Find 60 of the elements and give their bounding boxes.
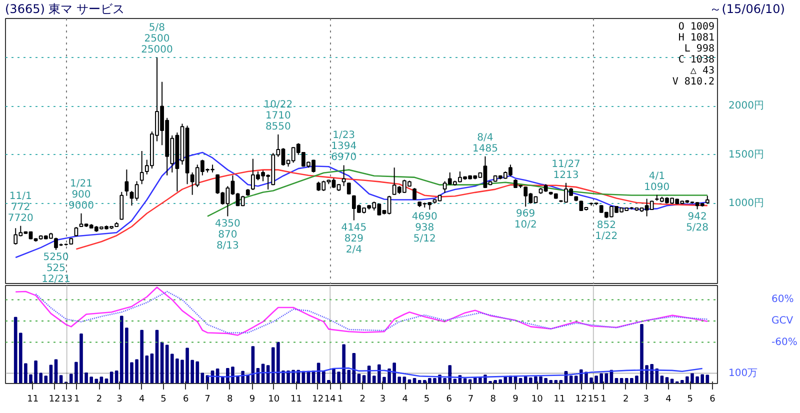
x-tick-label: 4 (138, 394, 145, 404)
annotation: 5/8 2500 25000 (141, 22, 173, 56)
annotation: 8/4 1485 (472, 132, 498, 154)
x-tick-label: 8 (226, 394, 233, 404)
x-tick-label: 10 (531, 394, 544, 404)
x-tick-label: 4 (666, 394, 672, 404)
annotation: 1/21 900 9000 (68, 178, 94, 212)
x-tick-label: 8 (490, 394, 496, 404)
x-tick-label: 15 (588, 394, 600, 404)
x-tick-label: 11 (290, 394, 302, 404)
x-tick-label: 2 (96, 394, 102, 404)
x-tick-label: 10 (268, 394, 280, 404)
x-tick-label: 3 (643, 394, 649, 404)
annotation: 11/1 772 7720 (8, 190, 34, 224)
x-tick-label: 7 (468, 394, 474, 404)
annotation: 969 10/2 (514, 208, 537, 231)
y2-tick-label: -60% (772, 336, 798, 348)
y2-tick-label: GCV (772, 316, 794, 327)
y2-tick-label: 60% (772, 294, 794, 306)
annotation: 11/27 1213 (552, 158, 580, 181)
x-tick-label: 12 (312, 394, 324, 404)
x-tick-label: 9 (249, 394, 256, 404)
x-tick-label: 7 (204, 394, 210, 404)
y-tick-label: 1000円 (728, 198, 764, 210)
x-tick-label: 1 (600, 394, 606, 404)
annotation: 4145 829 2/4 (341, 222, 367, 256)
y-tick-label: 1500円 (728, 149, 764, 160)
x-tick-label: 9 (512, 394, 519, 404)
annotation: 5250 525 12/21 (42, 252, 70, 285)
y-tick-label: 100万 (728, 368, 758, 379)
x-tick-label: 3 (116, 394, 122, 404)
x-tick-label: 4 (402, 394, 408, 404)
x-tick-label: 5 (160, 394, 166, 404)
annotation: 942 5/28 (686, 211, 709, 234)
y-tick-label: 2000円 (728, 100, 764, 112)
text: ～(15/06/10) (710, 1, 785, 18)
x-tick-label: 2 (623, 394, 629, 404)
x-tick-label: 3 (380, 394, 386, 404)
x-tick-label: 6 (710, 394, 716, 404)
x-tick-label: 13 (61, 394, 73, 404)
x-tick-label: 11 (27, 394, 39, 404)
annotation: 1/23 1394 6970 (331, 130, 357, 164)
x-tick-label: 12 (575, 394, 587, 404)
x-tick-label: 1 (74, 394, 80, 404)
annotation: 10/22 1710 8550 (264, 99, 293, 132)
x-tick-label: 12 (48, 394, 60, 404)
x-tick-label: 6 (182, 394, 189, 404)
annotation: 852 1/22 (595, 220, 618, 242)
x-tick-label: 11 (554, 394, 566, 404)
x-tick-label: 6 (446, 394, 452, 404)
annotation: 4690 938 5/12 (412, 212, 438, 245)
x-tick-label: 1 (337, 394, 344, 404)
x-tick-label: 14 (324, 394, 336, 404)
x-tick-label: 5 (687, 394, 693, 404)
x-tick-label: 5 (424, 394, 430, 404)
annotation: 4350 870 8/13 (214, 218, 240, 252)
x-tick-label: 2 (360, 394, 366, 404)
annotation: O 1009 H 1081 L 998 C 1038 △ 43 V 810.2 (672, 22, 715, 88)
annotation: 4/1 1090 (644, 170, 670, 193)
chart-title: (3665) 東マ サービス (5, 1, 125, 18)
